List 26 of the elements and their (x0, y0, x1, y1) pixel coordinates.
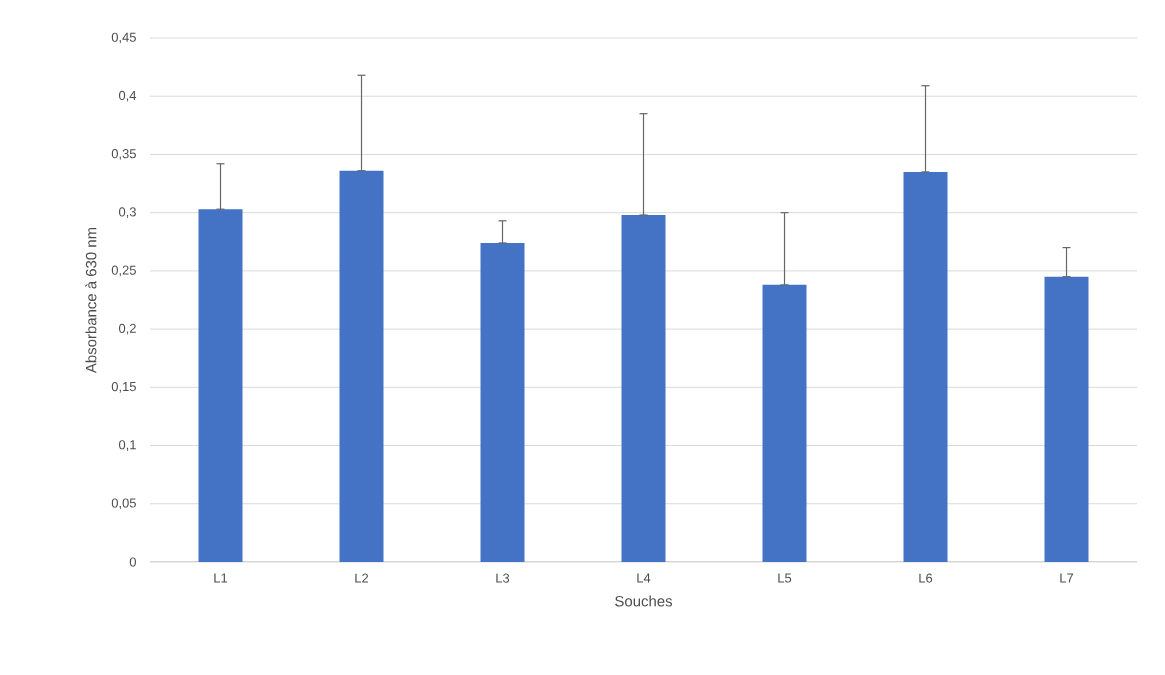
x-tick-label: L1 (214, 573, 228, 583)
bar (198, 209, 243, 562)
x-tick-label: L5 (778, 573, 792, 583)
bar (480, 242, 525, 562)
y-axis-title: Absorbance à 630 nm (85, 227, 97, 374)
y-tick-label: 0,4 (118, 90, 137, 102)
y-tick-label: 0,05 (111, 498, 136, 510)
y-tick-label: 0,1 (118, 440, 136, 451)
y-tick-label: 0,45 (111, 32, 136, 44)
y-tick-label: 0 (129, 557, 136, 567)
y-tick-label: 0,15 (111, 381, 136, 393)
y-tick-label: 0,35 (111, 149, 136, 160)
x-tick-label: L4 (637, 573, 651, 583)
y-tick-label: 0,3 (118, 207, 136, 219)
bar (762, 284, 807, 562)
bar (339, 170, 384, 562)
x-tick-label: L6 (919, 573, 933, 583)
x-tick-label: L2 (355, 573, 369, 583)
bar (903, 171, 948, 562)
x-tick-label: L3 (496, 573, 510, 583)
x-axis-title: Souches (615, 595, 673, 607)
y-tick-label: 0,25 (111, 265, 136, 277)
bar (1044, 276, 1089, 562)
y-tick-label: 0,2 (118, 323, 136, 335)
bar (621, 214, 666, 562)
x-tick-label: L7 (1060, 573, 1074, 583)
